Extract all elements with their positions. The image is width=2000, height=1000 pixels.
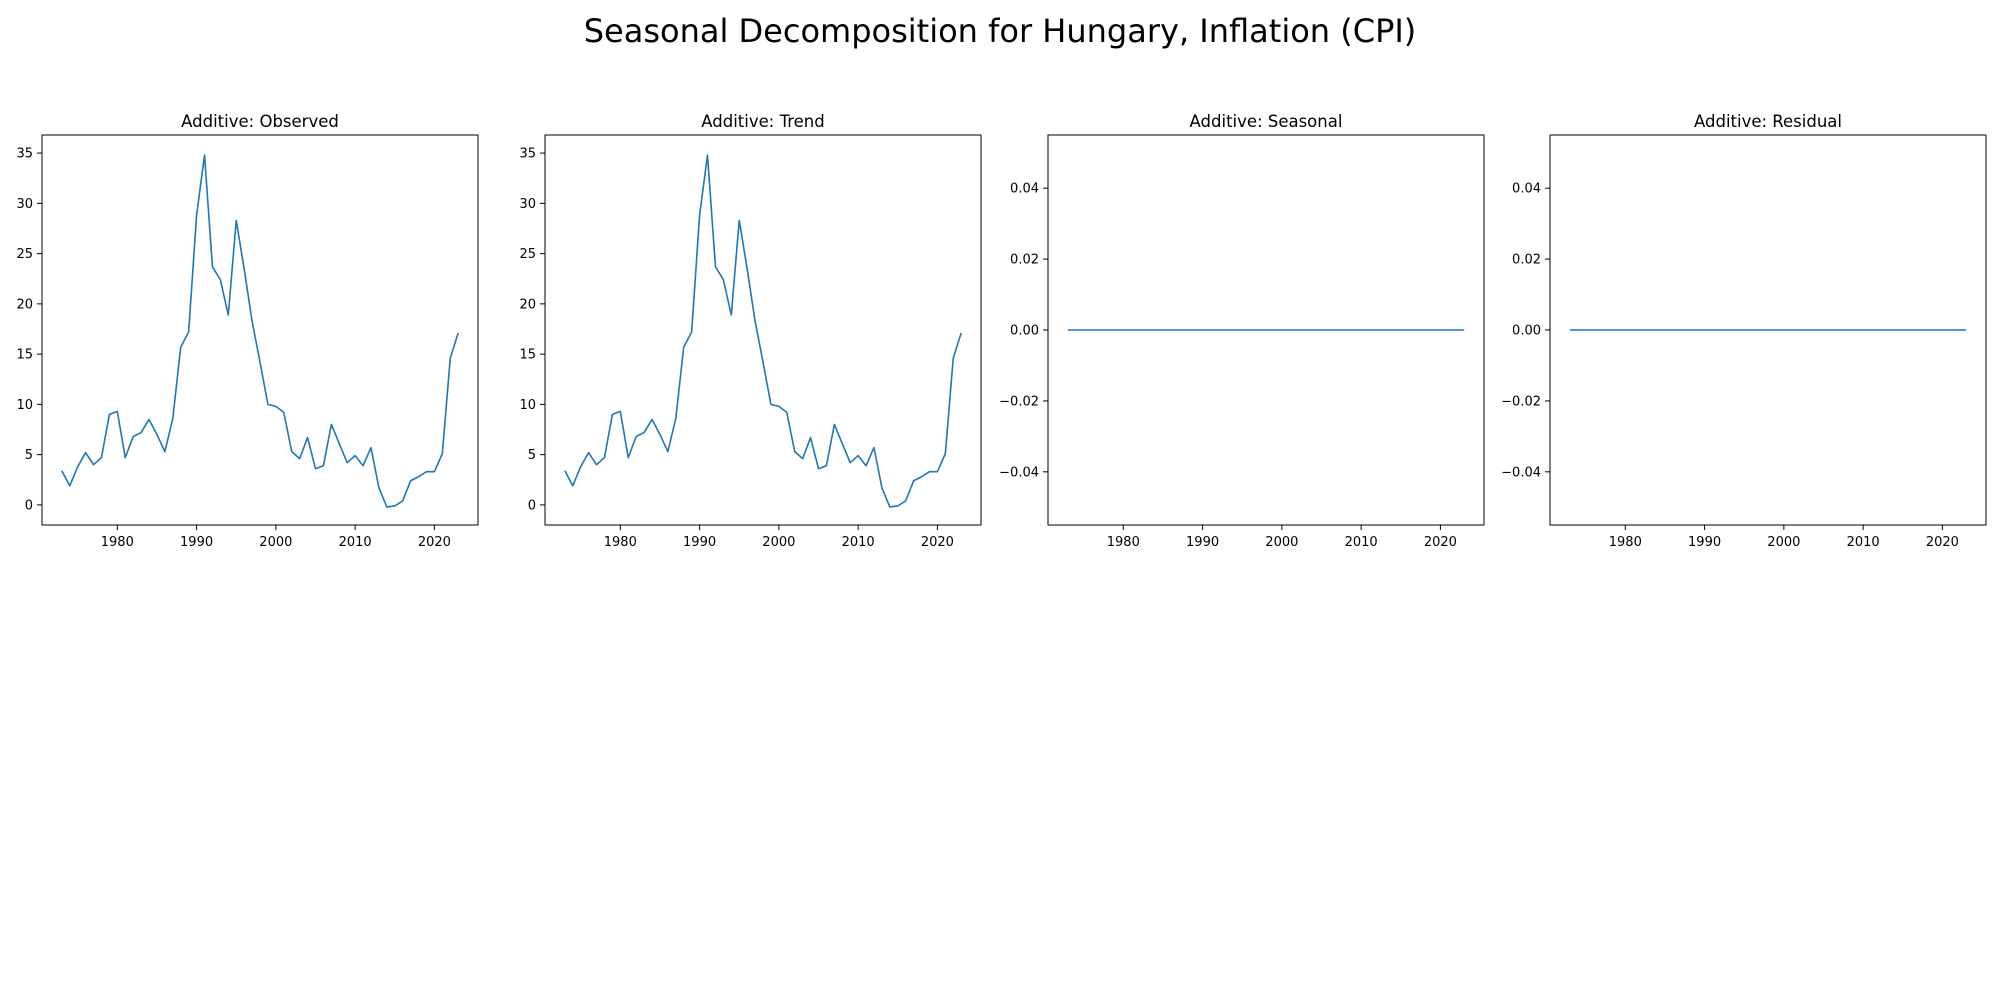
y-tick-label-observed: 15 (16, 348, 33, 363)
y-tick-label-seasonal: −0.02 (999, 394, 1039, 409)
y-tick-label-trend: 0 (528, 498, 536, 513)
x-tick-label-seasonal: 2010 (1345, 535, 1378, 550)
x-tick-label-observed: 1990 (180, 535, 213, 550)
y-tick-label-observed: 0 (25, 498, 33, 513)
x-tick-label-residual: 2020 (1926, 535, 1959, 550)
y-tick-label-trend: 10 (519, 398, 536, 413)
y-tick-label-residual: 0.02 (1512, 253, 1541, 268)
x-tick-label-residual: 2010 (1847, 535, 1880, 550)
x-tick-label-residual: 1980 (1609, 535, 1642, 550)
y-tick-label-residual: 0.00 (1512, 324, 1541, 339)
series-line-observed (61, 154, 459, 508)
y-tick-label-residual: −0.02 (1501, 394, 1541, 409)
y-tick-label-observed: 25 (16, 247, 33, 262)
x-tick-label-observed: 1980 (101, 535, 134, 550)
y-tick-label-observed: 35 (16, 147, 33, 162)
y-tick-label-seasonal: 0.04 (1010, 182, 1039, 197)
x-tick-label-seasonal: 2020 (1424, 535, 1457, 550)
figure-title: Seasonal Decomposition for Hungary, Infl… (583, 12, 1417, 50)
panel-title-seasonal: Additive: Seasonal (1190, 112, 1343, 131)
y-tick-label-observed: 10 (16, 398, 33, 413)
y-tick-label-trend: 5 (528, 448, 536, 463)
y-tick-label-trend: 20 (519, 297, 536, 312)
x-tick-label-residual: 2000 (1767, 535, 1800, 550)
series-line-trend (564, 154, 962, 508)
x-tick-label-trend: 2020 (921, 535, 954, 550)
axes-frame-trend (544, 134, 982, 526)
y-tick-label-seasonal: −0.04 (999, 465, 1039, 480)
panel-residual: Additive: Residual −0.04 −0.02 0.00 0.02 0.04… (1501, 112, 1987, 550)
x-tick-label-observed: 2000 (259, 535, 292, 550)
x-tick-label-residual: 1990 (1688, 535, 1721, 550)
y-tick-label-trend: 25 (519, 247, 536, 262)
x-tick-label-observed: 2020 (418, 535, 451, 550)
y-tick-label-trend: 15 (519, 348, 536, 363)
panel-title-trend: Additive: Trend (701, 112, 824, 131)
x-tick-label-seasonal: 2000 (1265, 535, 1298, 550)
x-tick-label-trend: 2000 (762, 535, 795, 550)
panel-trend: Additive: Trend 0 5 10 15 20 25 30 35 1980 1990 200… (519, 112, 982, 550)
y-tick-label-residual: −0.04 (1501, 465, 1541, 480)
panel-title-observed: Additive: Observed (181, 112, 339, 131)
y-tick-label-seasonal: 0.02 (1010, 253, 1039, 268)
panel-title-residual: Additive: Residual (1694, 112, 1842, 131)
y-tick-label-seasonal: 0.00 (1010, 324, 1039, 339)
panel-observed: Additive: Observed 0 5 10 15 20 25 30 35 1980 1990… (16, 112, 479, 550)
x-tick-label-trend: 2010 (842, 535, 875, 550)
y-tick-label-observed: 20 (16, 297, 33, 312)
panel-seasonal: Additive: Seasonal −0.04 −0.02 0.00 0.02 0.04… (999, 112, 1485, 550)
y-tick-label-observed: 30 (16, 197, 33, 212)
y-tick-label-residual: 0.04 (1512, 182, 1541, 197)
axes-frame-observed (41, 134, 479, 526)
x-tick-label-seasonal: 1990 (1186, 535, 1219, 550)
y-tick-label-trend: 30 (519, 197, 536, 212)
x-tick-label-observed: 2010 (339, 535, 372, 550)
x-tick-label-trend: 1990 (683, 535, 716, 550)
x-tick-label-seasonal: 1980 (1107, 535, 1140, 550)
y-tick-label-observed: 5 (25, 448, 33, 463)
x-tick-label-trend: 1980 (604, 535, 637, 550)
y-tick-label-trend: 35 (519, 147, 536, 162)
